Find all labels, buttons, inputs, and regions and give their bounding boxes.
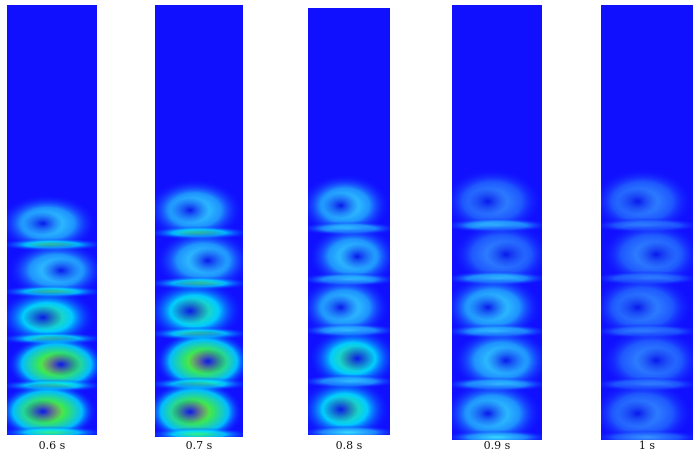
vortex-field	[308, 173, 390, 435]
simulation-frame: 1 s	[601, 5, 693, 452]
vortex-core	[322, 294, 359, 321]
vortex-band	[7, 426, 97, 435]
vortex-band	[155, 427, 243, 437]
simulation-frame: 0.7 s	[155, 5, 243, 452]
vortex-core	[635, 241, 677, 268]
vortex-field	[452, 168, 542, 440]
vortex-core	[339, 345, 376, 372]
frame-label: 0.8 s	[336, 439, 363, 452]
vortex-core	[339, 243, 376, 270]
vortex-core	[23, 211, 63, 236]
vortex-core	[188, 348, 228, 374]
vortex-core	[617, 400, 659, 427]
vortex-core	[170, 197, 210, 223]
vortex-core	[322, 396, 359, 423]
vortex-band	[308, 425, 390, 435]
vortex-band	[601, 429, 693, 440]
vortex-core	[41, 352, 81, 377]
vortex-core	[170, 298, 210, 324]
vortex-core	[468, 400, 508, 427]
simulation-frame: 0.9 s	[452, 5, 542, 452]
vortex-band	[452, 429, 542, 440]
vortex-core	[41, 258, 81, 283]
vortex-field	[155, 178, 243, 437]
vortex-field	[601, 168, 693, 440]
vortex-core	[617, 188, 659, 215]
vortex-core	[468, 294, 508, 321]
vortex-field	[7, 194, 97, 435]
vortex-core	[23, 305, 63, 330]
frame-label: 0.7 s	[186, 439, 213, 452]
vortex-core	[188, 248, 228, 274]
frame-label: 0.6 s	[39, 439, 66, 452]
frame-label: 1 s	[639, 439, 655, 452]
simulation-frame: 0.6 s	[7, 5, 97, 452]
vortex-core	[468, 188, 508, 215]
vortex-core	[170, 399, 210, 425]
vortex-core	[486, 347, 526, 374]
vortex-core	[635, 347, 677, 374]
vortex-core	[486, 241, 526, 268]
vortex-core	[23, 399, 63, 424]
frame-label: 0.9 s	[484, 439, 511, 452]
simulation-frame: 0.8 s	[308, 8, 390, 452]
vortex-core	[617, 294, 659, 321]
vortex-core	[322, 192, 359, 219]
